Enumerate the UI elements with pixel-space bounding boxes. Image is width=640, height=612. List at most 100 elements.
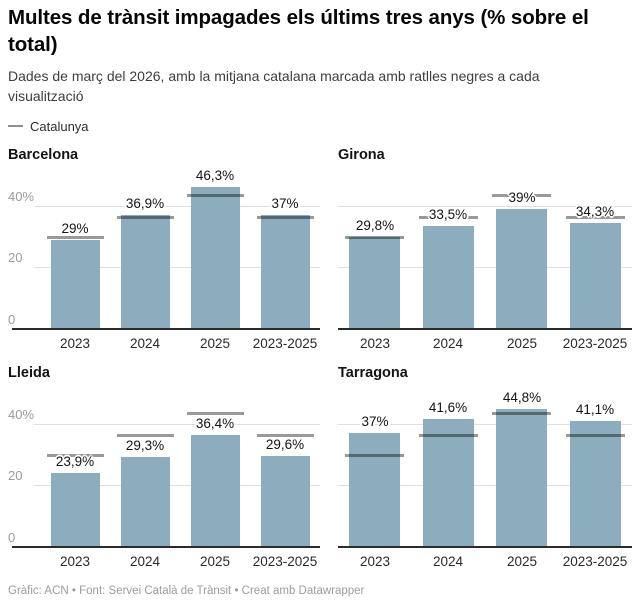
bar-value-label: 36,4% — [195, 416, 235, 431]
x-tick-label: 2024 — [129, 336, 161, 351]
legend: Catalunya — [8, 118, 89, 134]
y-axis-tick-label: 20 — [8, 468, 23, 483]
bar-2023 — [349, 237, 400, 329]
chart-title: Multes de trànsit impagades els últims t… — [8, 6, 589, 56]
x-tick-label: 2023-2025 — [562, 336, 628, 351]
plot-area: 23,9% 29,3% 36,4% 29,6% — [34, 387, 320, 547]
bar-value-label: 23,9% — [55, 454, 95, 469]
bar-2023 — [349, 433, 400, 547]
x-tick-label: 2025 — [506, 554, 538, 569]
x-tick-label: 2023-2025 — [252, 554, 318, 569]
panel-barcelona: Barcelona 29% 36,9% 46,3% 37% 0 20 40% 2023 2024 2… — [8, 146, 320, 353]
y-axis-tick-label: 0 — [8, 312, 16, 327]
catalunya-average-line — [187, 194, 244, 197]
x-axis-baseline — [338, 328, 632, 330]
x-axis-baseline — [12, 546, 320, 548]
catalunya-average-line — [257, 434, 314, 437]
gridline — [34, 485, 320, 486]
panel-tarragona: Tarragona 37% 41,6% 44,8% 41,1% 2023 2024 2025 2… — [338, 364, 632, 571]
gridline — [34, 267, 320, 268]
bar-value-label: 39% — [508, 190, 536, 205]
bar-value-label: 29% — [61, 221, 89, 236]
bar-value-label: 29,6% — [265, 437, 305, 452]
catalunya-average-line — [345, 236, 404, 239]
bar-value-label: 34,3% — [575, 204, 615, 219]
gridline — [34, 206, 320, 207]
bar-value-label: 46,3% — [195, 168, 235, 183]
plot-area: 37% 41,6% 44,8% 41,1% — [338, 387, 632, 547]
bar-2024 — [423, 226, 474, 329]
catalunya-average-line — [345, 454, 404, 457]
bar-value-label: 36,9% — [125, 196, 165, 211]
bar-value-label: 33,5% — [428, 207, 468, 222]
bar-2025 — [496, 409, 547, 547]
panel-title: Girona — [338, 147, 385, 163]
x-tick-label: 2025 — [506, 336, 538, 351]
catalunya-average-line — [257, 216, 314, 219]
catalunya-average-line — [47, 454, 104, 457]
bar-value-label: 29,3% — [125, 438, 165, 453]
x-tick-label: 2025 — [199, 554, 231, 569]
catalunya-average-line — [492, 194, 551, 197]
y-axis-tick-label: 40% — [8, 189, 35, 204]
catalunya-average-line — [187, 412, 244, 415]
bar-value-label: 41,6% — [428, 400, 468, 415]
x-tick-label: 2023 — [59, 554, 91, 569]
bar-value-label: 29,8% — [355, 218, 395, 233]
legend-label: Catalunya — [30, 118, 89, 134]
gridline — [338, 424, 632, 425]
plot-area: 29,8% 33,5% 39% 34,3% — [338, 169, 632, 329]
catalunya-line-swatch — [8, 124, 23, 128]
catalunya-average-line — [419, 216, 478, 219]
bar-2024 — [423, 419, 474, 547]
panel-lleida: Lleida 23,9% 29,3% 36,4% 29,6% 0 20 40% 2023 2024… — [8, 364, 320, 571]
bar-2025 — [191, 187, 240, 329]
panel-title: Tarragona — [338, 365, 408, 381]
bar-2025 — [496, 209, 547, 329]
panel-girona: Girona 29,8% 33,5% 39% 34,3% 2023 2024 2025 2023… — [338, 146, 632, 353]
x-tick-label: 2023 — [359, 336, 391, 351]
gridline — [338, 206, 632, 207]
bar-value-label: 41,1% — [575, 402, 615, 417]
chart-footer: Gràfic: ACN • Font: Servei Català de Trà… — [8, 585, 365, 597]
bar-value-label: 44,8% — [502, 390, 542, 405]
x-tick-label: 2024 — [432, 336, 464, 351]
x-tick-label: 2023 — [359, 554, 391, 569]
catalunya-average-line — [566, 216, 625, 219]
catalunya-average-line — [47, 236, 104, 239]
bar-2024 — [121, 215, 170, 329]
chart-subtitle: Dades de març del 2026, amb la mitjana c… — [8, 68, 540, 104]
gridline — [34, 424, 320, 425]
x-axis-baseline — [12, 328, 320, 330]
x-tick-label: 2024 — [129, 554, 161, 569]
x-tick-label: 2023-2025 — [252, 336, 318, 351]
bar-2023 — [51, 240, 100, 329]
bar-value-label: 37% — [361, 414, 389, 429]
catalunya-average-line — [419, 434, 478, 437]
catalunya-average-line — [117, 434, 174, 437]
bar-value-label: 37% — [271, 196, 299, 211]
y-axis-tick-label: 40% — [8, 407, 35, 422]
x-axis-baseline — [338, 546, 632, 548]
bar-2024 — [121, 457, 170, 547]
panel-title: Barcelona — [8, 147, 79, 163]
bar-2025 — [191, 435, 240, 547]
x-tick-label: 2024 — [432, 554, 464, 569]
catalunya-average-line — [117, 216, 174, 219]
y-axis-tick-label: 0 — [8, 530, 16, 545]
plot-area: 29% 36,9% 46,3% 37% — [34, 168, 320, 329]
catalunya-average-line — [566, 434, 625, 437]
bar-2023 — [51, 473, 100, 547]
gridline — [338, 267, 632, 268]
gridline — [338, 485, 632, 486]
catalunya-average-line — [492, 412, 551, 415]
panel-title: Lleida — [8, 365, 50, 381]
bar-2023-2025 — [261, 215, 310, 329]
bar-2023-2025 — [570, 223, 621, 329]
x-tick-label: 2025 — [199, 336, 231, 351]
bar-2023-2025 — [570, 421, 621, 547]
bar-2023-2025 — [261, 456, 310, 547]
x-tick-label: 2023-2025 — [562, 554, 628, 569]
x-tick-label: 2023 — [59, 336, 91, 351]
